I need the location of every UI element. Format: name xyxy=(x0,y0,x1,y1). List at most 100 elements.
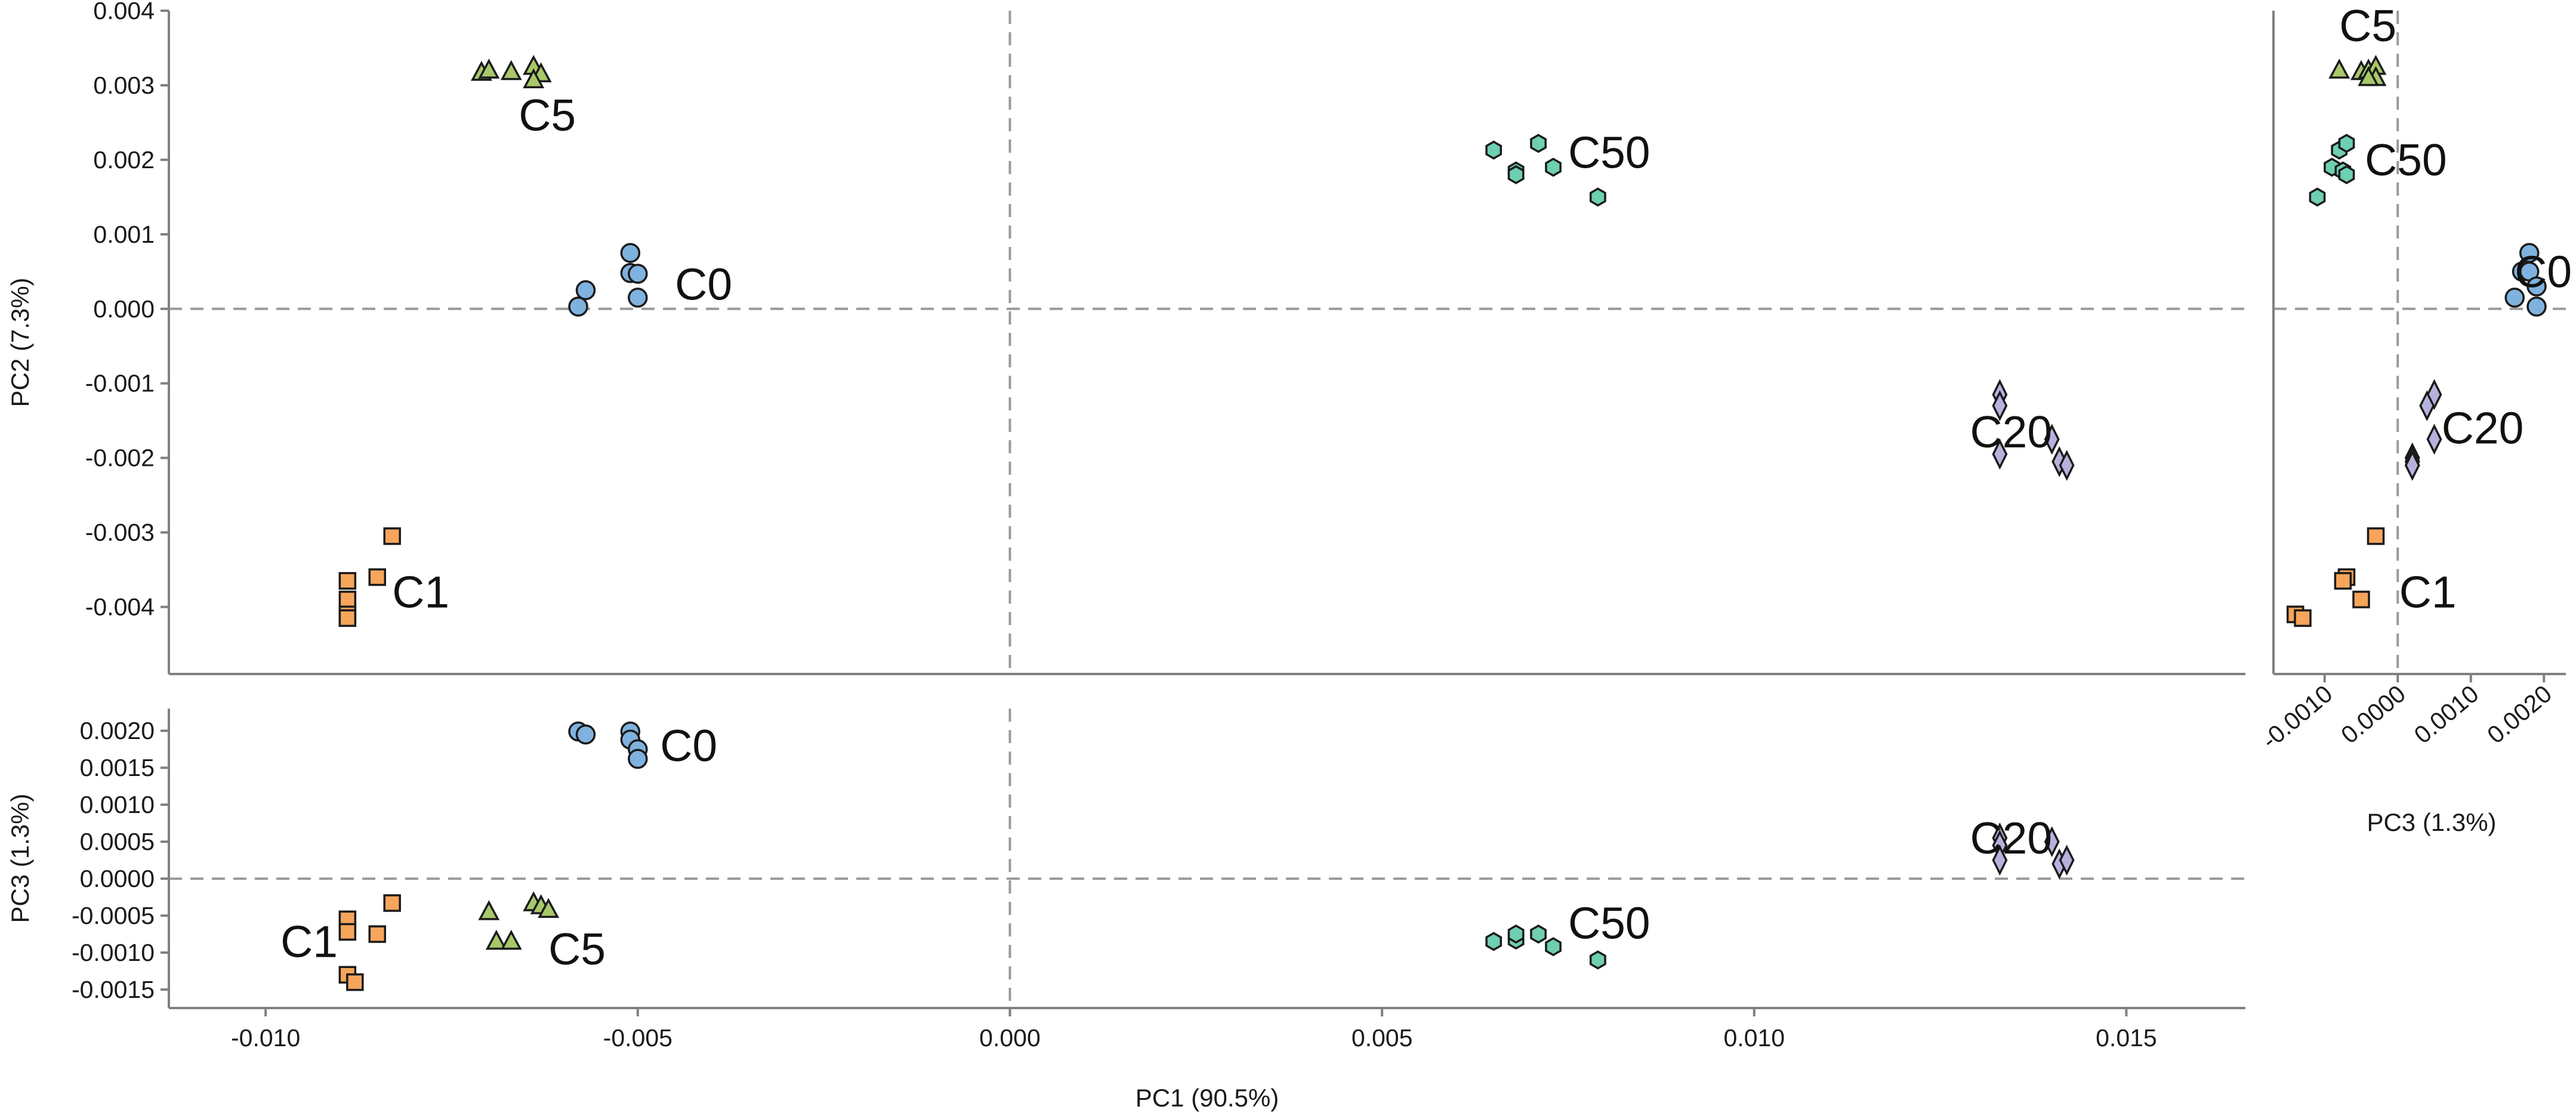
data-point xyxy=(2526,296,2547,317)
x-tick-label: 0.005 xyxy=(1352,1024,1413,1052)
series-c20: C20 xyxy=(2404,379,2524,481)
x-tick-label: -0.005 xyxy=(603,1024,672,1052)
y-tick-label: 0.0005 xyxy=(80,828,155,855)
series-c5: C5 xyxy=(470,55,576,140)
data-point xyxy=(478,900,500,920)
y-axis-title: PC2 (7.3%) xyxy=(6,277,34,407)
data-point xyxy=(2352,591,2370,608)
data-point xyxy=(568,296,588,317)
data-point xyxy=(2328,58,2350,79)
x-axis-title: PC1 (90.5%) xyxy=(1136,1084,1279,1112)
group-label: C50 xyxy=(2365,135,2447,185)
y-tick-label: 0.0010 xyxy=(80,791,155,818)
series-c50: C50 xyxy=(2309,134,2447,207)
data-point xyxy=(523,68,545,88)
y-tick-label: -0.003 xyxy=(85,519,155,546)
group-label: C5 xyxy=(548,924,606,974)
data-point xyxy=(2338,134,2355,153)
y-axis-title: PC3 (1.3%) xyxy=(6,793,34,923)
x-tick-label: 0.010 xyxy=(1723,1024,1785,1052)
group-label: C50 xyxy=(1568,127,1651,177)
series-c1: C1 xyxy=(280,894,401,991)
group-label: C0 xyxy=(2515,246,2572,296)
data-point xyxy=(1589,187,1606,207)
y-tick-label: -0.0010 xyxy=(72,939,155,966)
data-point xyxy=(1530,924,1547,944)
data-point xyxy=(500,929,522,950)
data-point xyxy=(1507,924,1525,944)
group-label: C20 xyxy=(1970,813,2052,863)
series-c1: C1 xyxy=(338,527,449,627)
data-point xyxy=(1992,845,2008,876)
series-c50: C50 xyxy=(1485,127,1651,207)
data-point xyxy=(2059,845,2075,876)
group-label: C1 xyxy=(2399,567,2457,617)
x-tick-label: -0.0010 xyxy=(2256,680,2337,755)
y-tick-label: -0.004 xyxy=(85,593,155,621)
series-c0: C0 xyxy=(568,243,732,317)
y-tick-label: 0.002 xyxy=(93,146,155,174)
data-point xyxy=(2358,66,2380,86)
series-c50: C50 xyxy=(1485,898,1651,970)
group-label: C0 xyxy=(660,721,717,771)
data-point xyxy=(1507,165,1525,184)
x-tick-label: 0.0010 xyxy=(2409,680,2484,749)
data-point xyxy=(2044,423,2060,455)
data-point xyxy=(2367,527,2385,545)
data-point xyxy=(628,749,648,769)
panel-pc1_pc3: 0.0020 0.0015 0.0010 0.0005 0.0000 -0.0005 -0.… xyxy=(6,709,2245,1112)
data-point xyxy=(368,925,386,943)
data-point xyxy=(1545,157,1562,177)
data-point xyxy=(2426,423,2442,455)
series-c5: C5 xyxy=(478,891,606,974)
data-point xyxy=(2419,390,2435,422)
series-c1: C1 xyxy=(2287,527,2457,627)
data-point xyxy=(1530,134,1547,153)
data-point xyxy=(338,591,357,608)
data-point xyxy=(2309,187,2326,207)
data-point xyxy=(620,243,641,263)
y-tick-label: 0.000 xyxy=(93,295,155,323)
data-point xyxy=(346,973,364,991)
group-label: C20 xyxy=(1970,407,2052,457)
data-point xyxy=(485,929,507,950)
y-tick-label: 0.0020 xyxy=(80,717,155,744)
data-point xyxy=(338,609,357,627)
group-label: C50 xyxy=(1568,898,1651,948)
data-point xyxy=(575,724,596,745)
x-tick-label: 0.000 xyxy=(979,1024,1041,1052)
data-point xyxy=(2404,450,2420,481)
data-point xyxy=(1485,932,1503,951)
y-tick-label: 0.003 xyxy=(93,72,155,99)
x-axis-title: PC3 (1.3%) xyxy=(2367,808,2496,836)
y-tick-label: -0.0015 xyxy=(72,976,155,1003)
data-point xyxy=(383,527,401,545)
y-tick-label: 0.001 xyxy=(93,221,155,248)
group-label: C5 xyxy=(519,90,576,140)
data-point xyxy=(2059,450,2075,481)
series-c5: C5 xyxy=(2328,1,2396,86)
data-point xyxy=(383,894,401,912)
series-c20: C20 xyxy=(1970,379,2075,481)
data-point xyxy=(368,568,386,586)
x-tick-label: 0.015 xyxy=(2096,1024,2157,1052)
data-point xyxy=(2526,276,2547,297)
group-label: C5 xyxy=(2339,1,2396,51)
y-tick-label: -0.001 xyxy=(85,370,155,397)
data-point xyxy=(2044,826,2060,858)
group-label: C0 xyxy=(675,259,732,310)
data-point xyxy=(2294,609,2312,627)
data-point xyxy=(2504,287,2525,308)
series-c0: C0 xyxy=(568,721,717,771)
x-tick-label: 0.0020 xyxy=(2482,680,2557,749)
data-point xyxy=(1485,140,1503,160)
y-tick-label: 0.0015 xyxy=(80,754,155,781)
group-label: C1 xyxy=(280,916,338,966)
data-point xyxy=(1992,438,2008,470)
group-label: C20 xyxy=(2442,403,2524,453)
data-point xyxy=(1589,950,1606,970)
data-point xyxy=(1992,390,2008,422)
y-tick-label: 0.0000 xyxy=(80,865,155,892)
data-point xyxy=(1545,937,1562,957)
